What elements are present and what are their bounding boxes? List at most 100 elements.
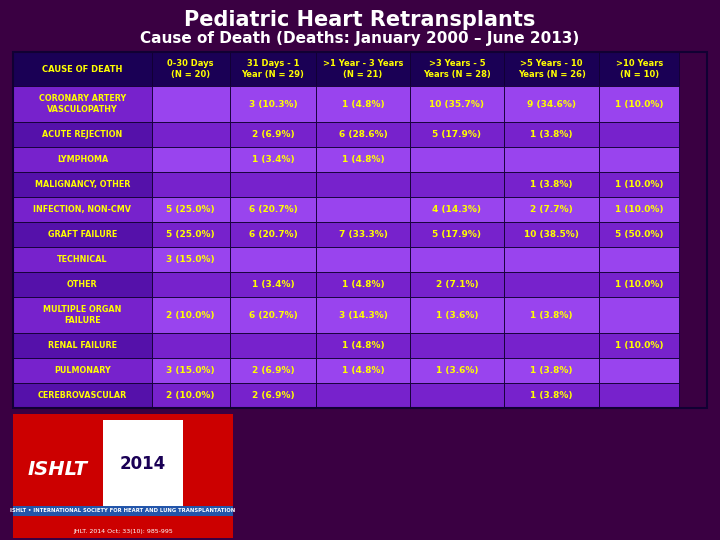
Bar: [13, 297, 152, 333]
Bar: [152, 222, 230, 247]
Bar: [504, 333, 600, 358]
Bar: [13, 383, 152, 408]
Text: OTHER: OTHER: [67, 280, 98, 289]
Bar: [600, 197, 679, 222]
Text: 5 (17.9%): 5 (17.9%): [432, 130, 481, 139]
Bar: [504, 52, 600, 86]
Bar: [152, 272, 230, 297]
Text: 1 (3.4%): 1 (3.4%): [251, 155, 294, 164]
Bar: [316, 247, 410, 272]
Bar: [410, 333, 504, 358]
Text: 2 (6.9%): 2 (6.9%): [251, 366, 294, 375]
Bar: [600, 383, 679, 408]
Bar: [410, 222, 504, 247]
Text: 5 (17.9%): 5 (17.9%): [432, 230, 481, 239]
Bar: [230, 383, 316, 408]
Text: 1 (3.4%): 1 (3.4%): [251, 280, 294, 289]
Text: >10 Years
(N = 10): >10 Years (N = 10): [616, 59, 663, 79]
Text: CORONARY ARTERY
VASCULOPATHY: CORONARY ARTERY VASCULOPATHY: [39, 94, 126, 114]
Text: 1 (4.8%): 1 (4.8%): [342, 155, 384, 164]
Bar: [152, 297, 230, 333]
Bar: [152, 147, 230, 172]
Text: 7 (33.3%): 7 (33.3%): [338, 230, 387, 239]
Bar: [103, 420, 183, 507]
Bar: [13, 52, 152, 86]
Bar: [152, 172, 230, 197]
Text: 10 (35.7%): 10 (35.7%): [429, 99, 485, 109]
Bar: [410, 272, 504, 297]
Bar: [410, 147, 504, 172]
Bar: [152, 86, 230, 122]
Bar: [230, 122, 316, 147]
Bar: [410, 358, 504, 383]
Bar: [316, 383, 410, 408]
Text: 1 (4.8%): 1 (4.8%): [342, 280, 384, 289]
Text: 2 (10.0%): 2 (10.0%): [166, 310, 215, 320]
Text: 10 (38.5%): 10 (38.5%): [524, 230, 579, 239]
Text: GRAFT FAILURE: GRAFT FAILURE: [48, 230, 117, 239]
Text: 2 (7.7%): 2 (7.7%): [530, 205, 573, 214]
Text: 0-30 Days
(N = 20): 0-30 Days (N = 20): [168, 59, 214, 79]
Bar: [410, 247, 504, 272]
Text: ACUTE REJECTION: ACUTE REJECTION: [42, 130, 122, 139]
Bar: [230, 172, 316, 197]
Bar: [410, 197, 504, 222]
Text: CAUSE OF DEATH: CAUSE OF DEATH: [42, 64, 122, 73]
Bar: [152, 358, 230, 383]
Bar: [13, 147, 152, 172]
Bar: [504, 122, 600, 147]
Bar: [410, 86, 504, 122]
Text: PULMONARY: PULMONARY: [54, 366, 111, 375]
Bar: [316, 52, 410, 86]
Bar: [316, 358, 410, 383]
Text: 1 (3.8%): 1 (3.8%): [531, 130, 573, 139]
Text: MULTIPLE ORGAN
FAILURE: MULTIPLE ORGAN FAILURE: [43, 305, 122, 325]
Text: 1 (3.8%): 1 (3.8%): [531, 391, 573, 400]
Bar: [230, 272, 316, 297]
Text: 1 (10.0%): 1 (10.0%): [615, 341, 664, 350]
Text: 3 (14.3%): 3 (14.3%): [338, 310, 387, 320]
Text: JHLT. 2014 Oct; 33(10): 985-995: JHLT. 2014 Oct; 33(10): 985-995: [73, 529, 173, 534]
Bar: [600, 333, 679, 358]
Bar: [13, 505, 233, 516]
Bar: [316, 86, 410, 122]
Bar: [13, 333, 152, 358]
Bar: [230, 358, 316, 383]
Text: >3 Years - 5
Years (N = 28): >3 Years - 5 Years (N = 28): [423, 59, 491, 79]
Text: ISHLT • INTERNATIONAL SOCIETY FOR HEART AND LUNG TRANSPLANTATION: ISHLT • INTERNATIONAL SOCIETY FOR HEART …: [10, 508, 235, 513]
Text: 5 (25.0%): 5 (25.0%): [166, 205, 215, 214]
Text: 3 (15.0%): 3 (15.0%): [166, 255, 215, 264]
Bar: [600, 272, 679, 297]
Bar: [13, 358, 152, 383]
Bar: [504, 247, 600, 272]
Bar: [316, 272, 410, 297]
Bar: [600, 52, 679, 86]
Bar: [600, 147, 679, 172]
Text: CEREBROVASCULAR: CEREBROVASCULAR: [37, 391, 127, 400]
Bar: [13, 52, 707, 408]
Text: 1 (10.0%): 1 (10.0%): [615, 99, 664, 109]
Bar: [13, 414, 233, 538]
Text: 6 (20.7%): 6 (20.7%): [248, 230, 297, 239]
Text: 1 (3.6%): 1 (3.6%): [436, 366, 478, 375]
Text: 2014: 2014: [120, 455, 166, 472]
Bar: [600, 122, 679, 147]
Bar: [504, 297, 600, 333]
Bar: [410, 122, 504, 147]
Bar: [230, 247, 316, 272]
Bar: [504, 272, 600, 297]
Text: 1 (3.6%): 1 (3.6%): [436, 310, 478, 320]
Text: MALIGNANCY, OTHER: MALIGNANCY, OTHER: [35, 180, 130, 189]
Bar: [316, 122, 410, 147]
Text: 3 (10.3%): 3 (10.3%): [248, 99, 297, 109]
Bar: [13, 222, 152, 247]
Bar: [230, 147, 316, 172]
Bar: [504, 222, 600, 247]
Text: >5 Years - 10
Years (N = 26): >5 Years - 10 Years (N = 26): [518, 59, 585, 79]
Text: INFECTION, NON-CMV: INFECTION, NON-CMV: [33, 205, 132, 214]
Bar: [504, 358, 600, 383]
Bar: [316, 147, 410, 172]
Bar: [504, 86, 600, 122]
Text: 1 (10.0%): 1 (10.0%): [615, 205, 664, 214]
Bar: [230, 52, 316, 86]
